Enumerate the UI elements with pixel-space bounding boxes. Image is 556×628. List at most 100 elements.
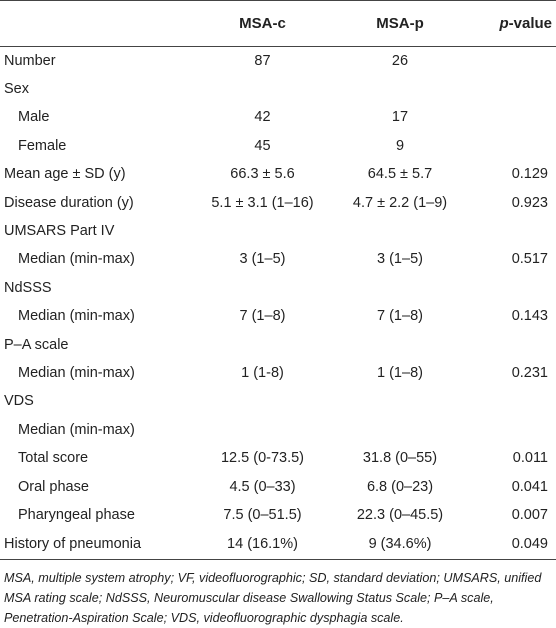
- table-row: Median (min-max) 1 (1-8) 1 (1–8) 0.231: [0, 359, 556, 387]
- cell-p-value: [475, 387, 556, 415]
- table-row: Oral phase 4.5 (0–33) 6.8 (0–23) 0.041: [0, 472, 556, 500]
- cell-msa-p: [325, 75, 475, 103]
- cell-msa-p: 22.3 (0–45.5): [356, 506, 444, 523]
- row-label: P–A scale: [4, 336, 69, 353]
- cell-p-value: 0.007: [511, 506, 548, 523]
- row-label: Male: [18, 109, 50, 126]
- cell-msa-p: [325, 330, 475, 358]
- cell-p-value: 0.143: [511, 308, 548, 325]
- cell-msa-c: 4.5 (0–33): [229, 478, 296, 495]
- cell-msa-c: 5.1 ± 3.1 (1–16): [211, 194, 314, 211]
- cell-msa-c: 12.5 (0-73.5): [220, 450, 305, 467]
- table-row: Number 87 26: [0, 47, 556, 75]
- table-row: Mean age ± SD (y) 66.3 ± 5.6 64.5 ± 5.7 0.1…: [0, 160, 556, 188]
- table-row: Sex: [0, 75, 556, 103]
- table-header: MSA-c MSA-p p-value: [0, 0, 556, 47]
- cell-msa-c: [200, 330, 325, 358]
- header-label-cell: [0, 0, 200, 47]
- table-row: Median (min-max) 7 (1–8) 7 (1–8) 0.143: [0, 302, 556, 330]
- cell-msa-p: 7 (1–8): [377, 308, 423, 325]
- cell-msa-p: 31.8 (0–55): [362, 450, 438, 467]
- table-row: UMSARS Part IV: [0, 217, 556, 245]
- row-label: Median (min-max): [18, 251, 135, 268]
- row-label: Median (min-max): [18, 421, 135, 438]
- cell-p-value: 0.011: [512, 450, 548, 467]
- row-label: UMSARS Part IV: [4, 223, 115, 240]
- row-label: Disease duration (y): [4, 194, 134, 211]
- cell-p-value: 0.517: [511, 251, 548, 268]
- table-row: Pharyngeal phase 7.5 (0–51.5) 22.3 (0–45.5…: [0, 501, 556, 529]
- table-row: VDS: [0, 387, 556, 415]
- header-p-suffix: -value: [508, 15, 552, 32]
- header-msa-c: MSA-c: [200, 0, 325, 47]
- row-label: Sex: [4, 81, 29, 98]
- row-label: Median (min-max): [18, 364, 135, 381]
- row-label: Median (min-max): [18, 308, 135, 325]
- table-row: P–A scale: [0, 330, 556, 358]
- cell-p-value: [475, 274, 556, 302]
- row-label: NdSSS: [4, 279, 52, 296]
- row-label: Female: [18, 137, 67, 154]
- table-row: Male 42 17: [0, 103, 556, 131]
- cell-p-value: [475, 47, 556, 75]
- table-row: Female 45 9: [0, 132, 556, 160]
- cell-p-value: 0.231: [511, 364, 548, 381]
- cell-msa-c: 14 (16.1%): [200, 529, 325, 560]
- cell-msa-c: [200, 416, 325, 444]
- table-row: History of pneumonia 14 (16.1%) 9 (34.6%) 0…: [0, 529, 556, 560]
- cell-msa-p: [325, 416, 475, 444]
- row-label: Mean age ± SD (y): [4, 166, 126, 183]
- cell-msa-p: [325, 274, 475, 302]
- cell-p-value: [475, 416, 556, 444]
- cell-msa-c: 7 (1–8): [239, 308, 286, 325]
- cell-msa-c: 66.3 ± 5.6: [230, 166, 295, 183]
- clinical-characteristics-table: MSA-c MSA-p p-value Number 87 26 Sex Male 42 1…: [0, 0, 556, 560]
- cell-msa-p: 4.7 ± 2.2 (1–9): [352, 194, 448, 211]
- cell-msa-c: 45: [254, 137, 271, 154]
- row-label: History of pneumonia: [0, 529, 200, 560]
- cell-msa-c: 1 (1-8): [241, 364, 284, 381]
- table-body: Number 87 26 Sex Male 42 17 Female 45 9 Mean age ±…: [0, 47, 556, 560]
- cell-msa-p: [325, 387, 475, 415]
- header-msa-p: MSA-p: [325, 0, 475, 47]
- row-label: Oral phase: [18, 478, 89, 495]
- cell-p-value: 0.129: [511, 166, 548, 183]
- cell-p-value: [475, 75, 556, 103]
- cell-msa-p: 9: [395, 137, 405, 154]
- cell-p-value: 0.049: [475, 529, 556, 560]
- table-row: Median (min-max) 3 (1–5) 3 (1–5) 0.517: [0, 245, 556, 273]
- cell-msa-c: 3 (1–5): [239, 251, 286, 268]
- table-row: Total score 12.5 (0-73.5) 31.8 (0–55) 0.011: [0, 444, 556, 472]
- cell-msa-c: [200, 75, 325, 103]
- cell-msa-p: 6.8 (0–23): [366, 478, 434, 495]
- cell-p-value: 0.041: [511, 478, 548, 495]
- cell-msa-c: [200, 217, 325, 245]
- row-label: Pharyngeal phase: [18, 506, 135, 523]
- cell-msa-p: 17: [391, 109, 409, 126]
- cell-msa-p: 26: [391, 52, 409, 69]
- cell-p-value: [475, 132, 556, 160]
- cell-msa-c: [200, 387, 325, 415]
- cell-msa-p: 9 (34.6%): [325, 529, 475, 560]
- cell-msa-p: 3 (1–5): [377, 251, 423, 268]
- cell-p-value: [475, 103, 556, 131]
- table-row: Median (min-max): [0, 416, 556, 444]
- table-footnote: MSA, multiple system atrophy; VF, videof…: [4, 570, 542, 625]
- cell-msa-p: 64.5 ± 5.7: [367, 166, 433, 183]
- header-p-italic: p: [499, 15, 509, 32]
- cell-p-value: [475, 330, 556, 358]
- row-label: Total score: [18, 450, 89, 467]
- table-row: Disease duration (y) 5.1 ± 3.1 (1–16) 4.7 …: [0, 188, 556, 216]
- cell-msa-p: [325, 217, 475, 245]
- header-row: MSA-c MSA-p p-value: [0, 0, 556, 47]
- table-row: NdSSS: [0, 274, 556, 302]
- cell-msa-c: [200, 274, 325, 302]
- row-label: VDS: [4, 393, 34, 410]
- cell-p-value: 0.923: [511, 194, 548, 211]
- cell-msa-c: 42: [254, 109, 271, 126]
- cell-msa-c: 7.5 (0–51.5): [223, 506, 302, 523]
- row-label: Number: [4, 52, 56, 69]
- cell-p-value: [475, 217, 556, 245]
- header-p-value: p-value: [475, 0, 556, 47]
